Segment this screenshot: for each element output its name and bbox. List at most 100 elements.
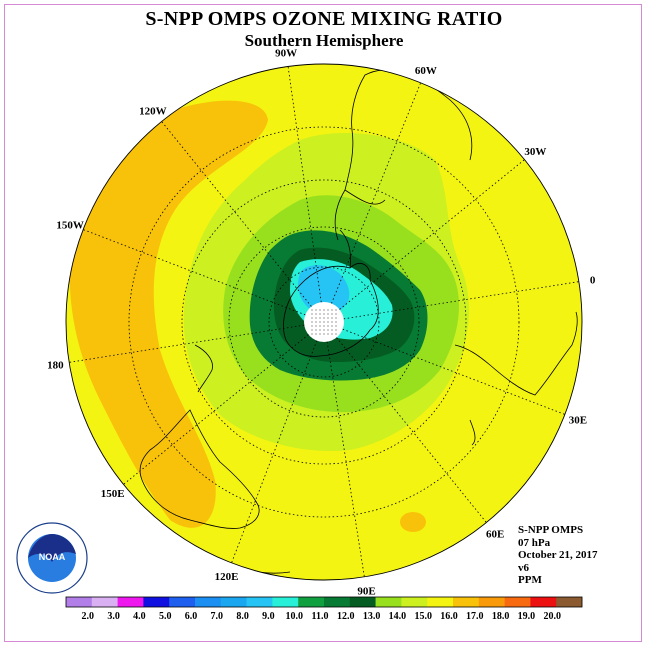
- pole-dot: [331, 333, 333, 335]
- pole-dot: [331, 329, 333, 331]
- longitude-label: 180: [47, 360, 64, 372]
- longitude-label: 30W: [524, 146, 546, 158]
- pole-dot: [327, 317, 329, 319]
- orange-spot: [400, 512, 426, 532]
- pole-dot: [331, 317, 333, 319]
- pole-dot: [335, 313, 337, 315]
- longitude-label: 150E: [101, 488, 125, 500]
- colorbar-swatch: [298, 597, 325, 607]
- pole-dot: [319, 313, 321, 315]
- colorbar-swatch: [324, 597, 351, 607]
- pole-dot: [311, 309, 313, 311]
- colorbar-tick-label: 2.0: [82, 611, 95, 622]
- pole-dot: [311, 317, 313, 319]
- pole-dot: [335, 321, 337, 323]
- pole-dot: [315, 317, 317, 319]
- coastlines: [139, 69, 578, 574]
- pole-dot: [327, 325, 329, 327]
- pole-dot: [331, 321, 333, 323]
- pole-dot: [331, 325, 333, 327]
- colorbar-swatch: [478, 597, 505, 607]
- pole-dot: [311, 329, 313, 331]
- longitude-label: 120E: [215, 571, 239, 583]
- colorbar-tick-label: 13.0: [363, 611, 381, 622]
- pole-dot: [315, 325, 317, 327]
- pole-dot: [327, 333, 329, 335]
- noaa-logo: NOAA: [16, 522, 88, 594]
- pole-dot: [323, 325, 325, 327]
- pole-dot: [323, 309, 325, 311]
- pressure-level: 07 hPa: [518, 536, 551, 549]
- instrument-label: S-NPP OMPS: [518, 524, 584, 536]
- longitude-label: 120W: [139, 106, 167, 118]
- longitude-label: 90W: [275, 48, 297, 60]
- colorbar-swatch: [220, 597, 247, 607]
- pole-dot: [323, 317, 325, 319]
- pole-dot: [327, 329, 329, 331]
- colorbar-swatch: [530, 597, 557, 607]
- pole-dot: [315, 313, 317, 315]
- pole-dot: [327, 309, 329, 311]
- page-subtitle: Southern Hemisphere: [244, 31, 404, 50]
- colorbar-tick-label: 3.0: [107, 611, 120, 622]
- pole-dot: [311, 325, 313, 327]
- longitude-label: 30E: [569, 414, 587, 426]
- colorbar-tick-label: 18.0: [492, 611, 510, 622]
- plot-frame: [4, 4, 642, 642]
- colorbar-tick-label: 7.0: [211, 611, 224, 622]
- colorbar-tick-label: 19.0: [518, 611, 536, 622]
- colorbar-tick-label: 20.0: [543, 611, 561, 622]
- map-border: [65, 63, 583, 581]
- longitude-label: 0: [590, 274, 596, 286]
- pole-dot: [311, 333, 313, 335]
- colorbar-tick-label: 8.0: [236, 611, 249, 622]
- colorbar-tick-label: 15.0: [414, 611, 432, 622]
- colorbar-tick-label: 12.0: [337, 611, 355, 622]
- colorbar-swatch: [169, 597, 196, 607]
- colorbar-swatch: [453, 597, 480, 607]
- colorbar-swatch: [143, 597, 170, 607]
- pole-dot: [315, 321, 317, 323]
- pole-dot: [335, 325, 337, 327]
- pole-dot: [323, 333, 325, 335]
- colorbar-tick-label: 10.0: [285, 611, 303, 622]
- observation-date: October 21, 2017: [518, 549, 598, 561]
- colorbar-tick-label: 17.0: [466, 611, 484, 622]
- colorbar-tick-label: 16.0: [440, 611, 458, 622]
- pole-dot: [311, 321, 313, 323]
- pole-dot: [319, 309, 321, 311]
- pole-dot: [315, 333, 317, 335]
- colorbar-outline: [65, 596, 583, 608]
- colorbar-swatch: [272, 597, 299, 607]
- product-version: v6: [518, 561, 529, 574]
- colorbar-swatch: [504, 597, 531, 607]
- pole-dot: [319, 325, 321, 327]
- pole-dot: [327, 321, 329, 323]
- page-title: S-NPP OMPS OZONE MIXING RATIO: [145, 8, 503, 30]
- colorbar-swatch: [401, 597, 428, 607]
- colorbar-tick-label: 4.0: [133, 611, 146, 622]
- colorbar-swatch: [91, 597, 118, 607]
- pole-dot: [319, 333, 321, 335]
- colorbar-swatch: [195, 597, 222, 607]
- svg-text:NOAA: NOAA: [39, 552, 66, 562]
- pole-dot: [331, 313, 333, 315]
- longitude-label: 90E: [357, 586, 375, 598]
- pole-dot: [319, 329, 321, 331]
- pole-dot: [335, 317, 337, 319]
- pole-dot: [335, 329, 337, 331]
- pole-dot: [323, 321, 325, 323]
- colorbar-swatch: [246, 597, 273, 607]
- longitude-label: 60E: [486, 528, 504, 540]
- colorbar-swatch: [427, 597, 454, 607]
- pole-dots: [311, 309, 337, 335]
- map-disk: [66, 64, 582, 580]
- pole-dot: [311, 313, 313, 315]
- pole-dot: [331, 309, 333, 311]
- colorbar: 2.0 3.0 4.0 5.0 6.0 7.0 8.0 9.0 10.0 11.0 12.0 13.0…: [65, 596, 583, 622]
- longitude-labels: 90W 60W 30W 0 30E 60E 90E 120E 150E 180 150W 120W: [47, 48, 596, 598]
- blue-region: [298, 265, 350, 314]
- colorbar-swatch: [117, 597, 144, 607]
- colorbar-tick-label: 11.0: [312, 611, 329, 622]
